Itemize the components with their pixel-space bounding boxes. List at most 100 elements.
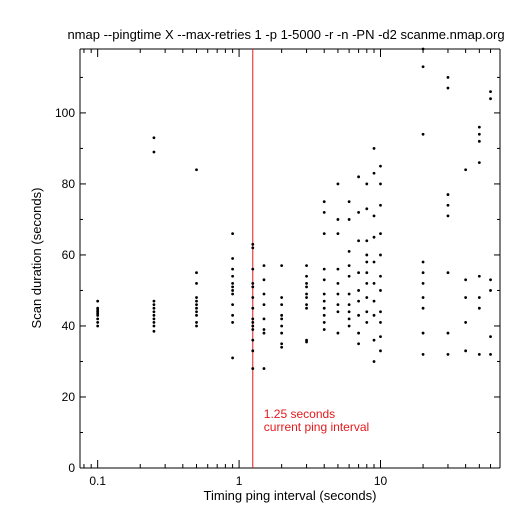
- x-axis-label: Timing ping interval (seconds): [204, 488, 377, 503]
- data-point: [489, 278, 492, 282]
- data-point: [489, 335, 492, 339]
- data-point: [347, 264, 351, 268]
- data-point: [195, 299, 198, 303]
- data-point: [336, 331, 340, 335]
- data-point: [96, 324, 100, 328]
- data-point: [372, 299, 376, 303]
- data-point: [195, 306, 198, 310]
- data-point: [372, 171, 376, 175]
- data-point: [231, 292, 235, 296]
- y-tick-label: 80: [62, 177, 76, 191]
- data-point: [280, 303, 284, 307]
- data-point: [464, 296, 468, 299]
- data-point: [280, 342, 284, 346]
- data-point: [372, 360, 376, 363]
- data-point: [251, 324, 255, 328]
- data-point: [231, 303, 235, 307]
- data-point: [489, 97, 492, 101]
- data-point: [446, 193, 450, 196]
- data-point: [446, 214, 450, 218]
- data-point: [231, 232, 235, 236]
- data-point: [446, 352, 450, 356]
- data-point: [365, 253, 369, 257]
- data-point: [152, 306, 156, 310]
- data-point: [379, 310, 382, 314]
- data-point: [372, 338, 376, 342]
- data-point: [305, 274, 308, 278]
- data-point: [336, 281, 340, 285]
- data-point: [365, 182, 369, 186]
- data-point: [421, 271, 425, 275]
- data-point: [421, 281, 425, 285]
- data-point: [336, 267, 340, 271]
- data-point: [152, 317, 156, 321]
- data-point: [357, 271, 360, 275]
- data-point: [365, 260, 369, 264]
- x-tick-label: 1: [236, 474, 243, 488]
- data-point: [365, 207, 369, 211]
- data-point: [464, 321, 468, 324]
- data-point: [262, 303, 266, 307]
- data-point: [477, 139, 481, 143]
- data-point: [347, 274, 351, 278]
- data-point: [280, 345, 284, 349]
- data-point: [96, 313, 100, 317]
- y-tick-label: 40: [62, 319, 76, 333]
- data-point: [379, 253, 382, 257]
- data-point: [251, 246, 255, 250]
- data-point: [152, 299, 156, 303]
- data-point: [379, 335, 382, 339]
- data-point: [421, 65, 425, 69]
- data-point: [357, 210, 360, 214]
- data-point: [446, 271, 450, 275]
- data-point: [336, 218, 340, 221]
- data-point: [421, 352, 425, 356]
- data-point: [336, 292, 340, 296]
- data-point: [446, 76, 450, 79]
- data-point: [336, 232, 340, 236]
- reference-line-label-desc: current ping interval: [264, 420, 369, 434]
- data-point: [262, 317, 266, 321]
- data-point: [251, 296, 255, 299]
- data-point: [322, 210, 326, 214]
- x-ticks: 0.1 1 10: [83, 49, 492, 488]
- data-point: [305, 306, 308, 310]
- data-point: [421, 306, 425, 310]
- x-tick-label: 10: [374, 474, 388, 488]
- data-point: [262, 278, 266, 282]
- data-point: [305, 281, 308, 285]
- data-point: [195, 313, 198, 317]
- y-tick-label: 60: [62, 248, 76, 262]
- data-point: [347, 249, 351, 253]
- data-point: [464, 278, 468, 282]
- data-point: [305, 285, 308, 289]
- chart-title: nmap --pingtime X --max-retries 1 -p 1-5…: [67, 27, 504, 42]
- data-point: [347, 317, 351, 321]
- data-point: [322, 200, 326, 204]
- data-point: [152, 136, 156, 140]
- data-point: [262, 292, 266, 296]
- data-point: [372, 281, 376, 285]
- data-point: [372, 214, 376, 218]
- data-point: [152, 313, 156, 317]
- y-ticks: 0 20 40 60 80 100: [55, 76, 500, 475]
- data-point: [379, 321, 382, 324]
- data-point: [251, 367, 255, 370]
- plot-frame: [79, 48, 501, 469]
- data-point: [357, 239, 360, 243]
- data-point: [152, 329, 156, 333]
- data-point: [421, 296, 425, 299]
- data-point: [322, 328, 326, 331]
- data-point: [336, 303, 340, 307]
- data-point: [231, 356, 235, 360]
- data-point: [489, 289, 492, 292]
- data-point: [152, 324, 156, 328]
- data-point: [347, 324, 351, 328]
- data-point: [477, 132, 481, 136]
- data-point: [305, 292, 308, 296]
- data-point: [195, 296, 198, 299]
- data-point: [357, 331, 360, 335]
- data-point: [262, 328, 266, 331]
- data-point: [347, 303, 351, 307]
